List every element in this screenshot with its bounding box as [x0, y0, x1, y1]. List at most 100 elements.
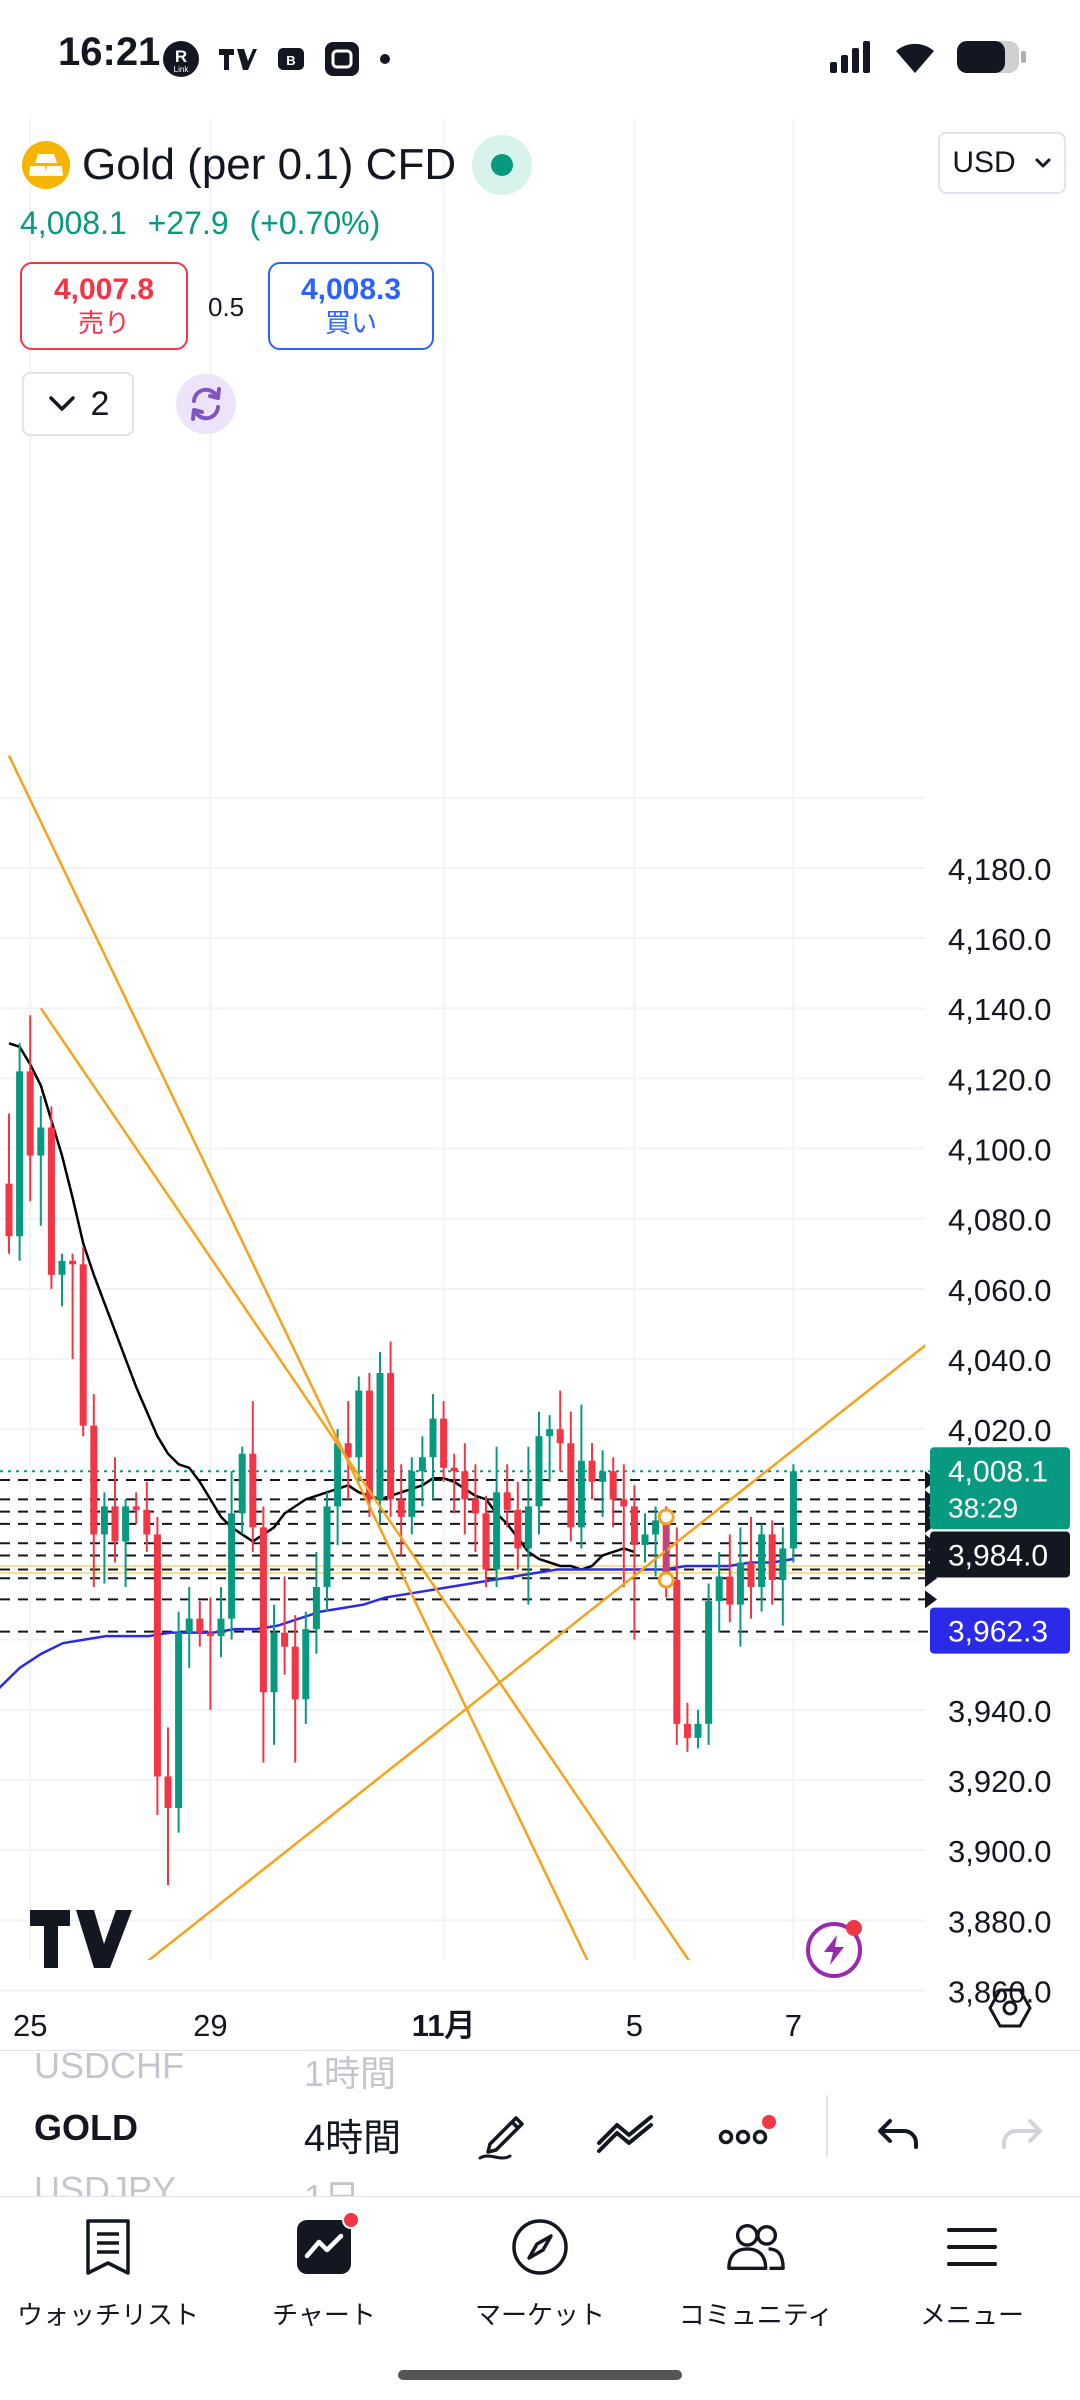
market-open-indicator[interactable] — [472, 135, 533, 195]
redo-icon — [1002, 2119, 1042, 2149]
price-chart[interactable]: 4,180.0 4,160.0 4,140.0 4,120.0 4,100.0 4,080… — [0, 118, 1080, 2050]
settings-icon — [988, 1988, 1032, 2028]
x-axis-tick-label: 7 — [785, 2008, 802, 2043]
y-axis-tick-label: 4,100.0 — [948, 1133, 1051, 1168]
sell-button[interactable]: 4,007.8 売り — [20, 262, 188, 350]
nav-label-watchlist: ウォッチリスト — [16, 2300, 199, 2330]
indicators-toggle[interactable]: 2 — [22, 372, 134, 436]
candle-body — [312, 1587, 320, 1630]
nav-label-menu: メニュー — [919, 2300, 1024, 2330]
svg-text:R: R — [175, 47, 187, 66]
undo-button[interactable] — [866, 2101, 930, 2165]
buy-button[interactable]: 4,008.3 買い — [268, 262, 434, 350]
y-axis-tick-label: 4,020.0 — [948, 1413, 1051, 1448]
symbol-picker[interactable]: USDCHF GOLD USDJPY — [30, 2051, 250, 2196]
currency-selector[interactable]: USD — [938, 132, 1066, 194]
more-tools-button[interactable] — [716, 2101, 780, 2165]
y-axis-tick-label: 4,140.0 — [948, 992, 1051, 1027]
candle-body — [567, 1443, 575, 1528]
candle-body — [747, 1562, 755, 1588]
watchlist-icon — [78, 2217, 138, 2277]
gold-logo-icon — [22, 141, 70, 189]
status-right-icons — [828, 36, 1028, 78]
candle-body — [683, 1723, 691, 1738]
trend-line — [7, 755, 589, 1960]
buy-price: 4,008.3 — [300, 273, 402, 306]
candle-body — [5, 1183, 13, 1237]
candle-body — [471, 1499, 479, 1514]
x-axis-tick-label: 11月 — [412, 2008, 476, 2043]
symbol-next[interactable]: USDJPY — [34, 2169, 177, 2196]
camera-app-icon — [325, 42, 359, 76]
status-bar: 16:21 R Link B — [0, 0, 1080, 118]
trend-line — [147, 1344, 925, 1960]
toolbar-divider — [826, 2095, 828, 2157]
chevron-down-icon — [1035, 158, 1051, 168]
trend-line — [39, 1007, 691, 1960]
candle-body — [768, 1534, 776, 1581]
currency-label: USD — [952, 146, 1016, 179]
candle-body — [111, 1506, 119, 1542]
lightning-icon — [824, 1935, 844, 1965]
battery-icon — [957, 41, 1026, 73]
candle-body — [588, 1460, 596, 1482]
candle-body — [323, 1506, 331, 1588]
compass-icon — [510, 2217, 570, 2277]
candle-body — [620, 1499, 628, 1507]
candle-body — [726, 1576, 734, 1605]
y-axis-tick-label: 3,900.0 — [948, 1834, 1051, 1869]
interval-next[interactable]: 1日 — [304, 2169, 360, 2196]
candle-body — [514, 1509, 522, 1549]
nav-menu[interactable]: メニュー — [864, 2217, 1080, 2347]
candle-body — [281, 1632, 289, 1647]
nav-markets[interactable]: マーケット — [432, 2217, 648, 2347]
y-axis-tick-label: 3,920.0 — [948, 1764, 1051, 1799]
candle-body — [196, 1618, 204, 1633]
nav-chart[interactable]: チャート — [216, 2211, 432, 2347]
symbol-header[interactable]: Gold (per 0.1) CFD — [22, 135, 533, 195]
draw-lines-icon — [597, 2115, 653, 2153]
tradingview-icon — [219, 49, 257, 70]
pencil-button[interactable] — [472, 2101, 536, 2165]
quick-trade-button[interactable] — [806, 1920, 862, 1978]
candle-body — [556, 1429, 564, 1444]
y-axis-tick-label: 3,880.0 — [948, 1904, 1051, 1939]
candle-body — [153, 1534, 161, 1777]
symbol-current[interactable]: GOLD — [34, 2107, 138, 2148]
svg-text:B: B — [286, 53, 295, 68]
candle-body — [90, 1425, 98, 1535]
candle-body — [249, 1453, 257, 1528]
nav-community[interactable]: コミュニティ — [648, 2217, 864, 2347]
chart-icon — [294, 2211, 360, 2277]
pencil-icon — [478, 2116, 524, 2160]
settings-icon-center — [1002, 2000, 1018, 2016]
candle-body — [206, 1632, 214, 1637]
symbol-prev[interactable]: USDCHF — [34, 2050, 184, 2086]
candle-body — [641, 1534, 649, 1545]
candle-body — [143, 1509, 151, 1535]
redo-button[interactable] — [990, 2101, 1054, 2165]
sync-button[interactable] — [176, 374, 236, 434]
undo-icon — [878, 2119, 918, 2149]
candle-body — [705, 1601, 713, 1724]
candle-body — [175, 1632, 183, 1809]
interval-picker[interactable]: 1時間 4時間 1日 — [300, 2051, 470, 2196]
candle-body — [302, 1629, 310, 1700]
drawing-tools-button[interactable] — [594, 2101, 658, 2165]
candle-body — [334, 1443, 342, 1507]
candle-body — [535, 1436, 543, 1507]
candle-body — [291, 1646, 299, 1700]
interval-current[interactable]: 4時間 — [304, 2118, 402, 2160]
symbol-title: Gold (per 0.1) CFD — [82, 140, 457, 189]
candle-body — [132, 1506, 140, 1510]
y-axis-tick-label: 4,080.0 — [948, 1203, 1051, 1238]
nav-watchlist[interactable]: ウォッチリスト — [0, 2217, 216, 2347]
x-axis-tick-label: 5 — [626, 2008, 643, 2043]
candle-body — [355, 1390, 363, 1458]
candle-body — [16, 1071, 24, 1237]
interval-prev[interactable]: 1時間 — [304, 2053, 397, 2094]
candle-body — [630, 1506, 638, 1545]
menu-icon — [942, 2217, 1002, 2277]
chart-badge — [342, 2211, 360, 2229]
candle-body — [164, 1776, 172, 1809]
